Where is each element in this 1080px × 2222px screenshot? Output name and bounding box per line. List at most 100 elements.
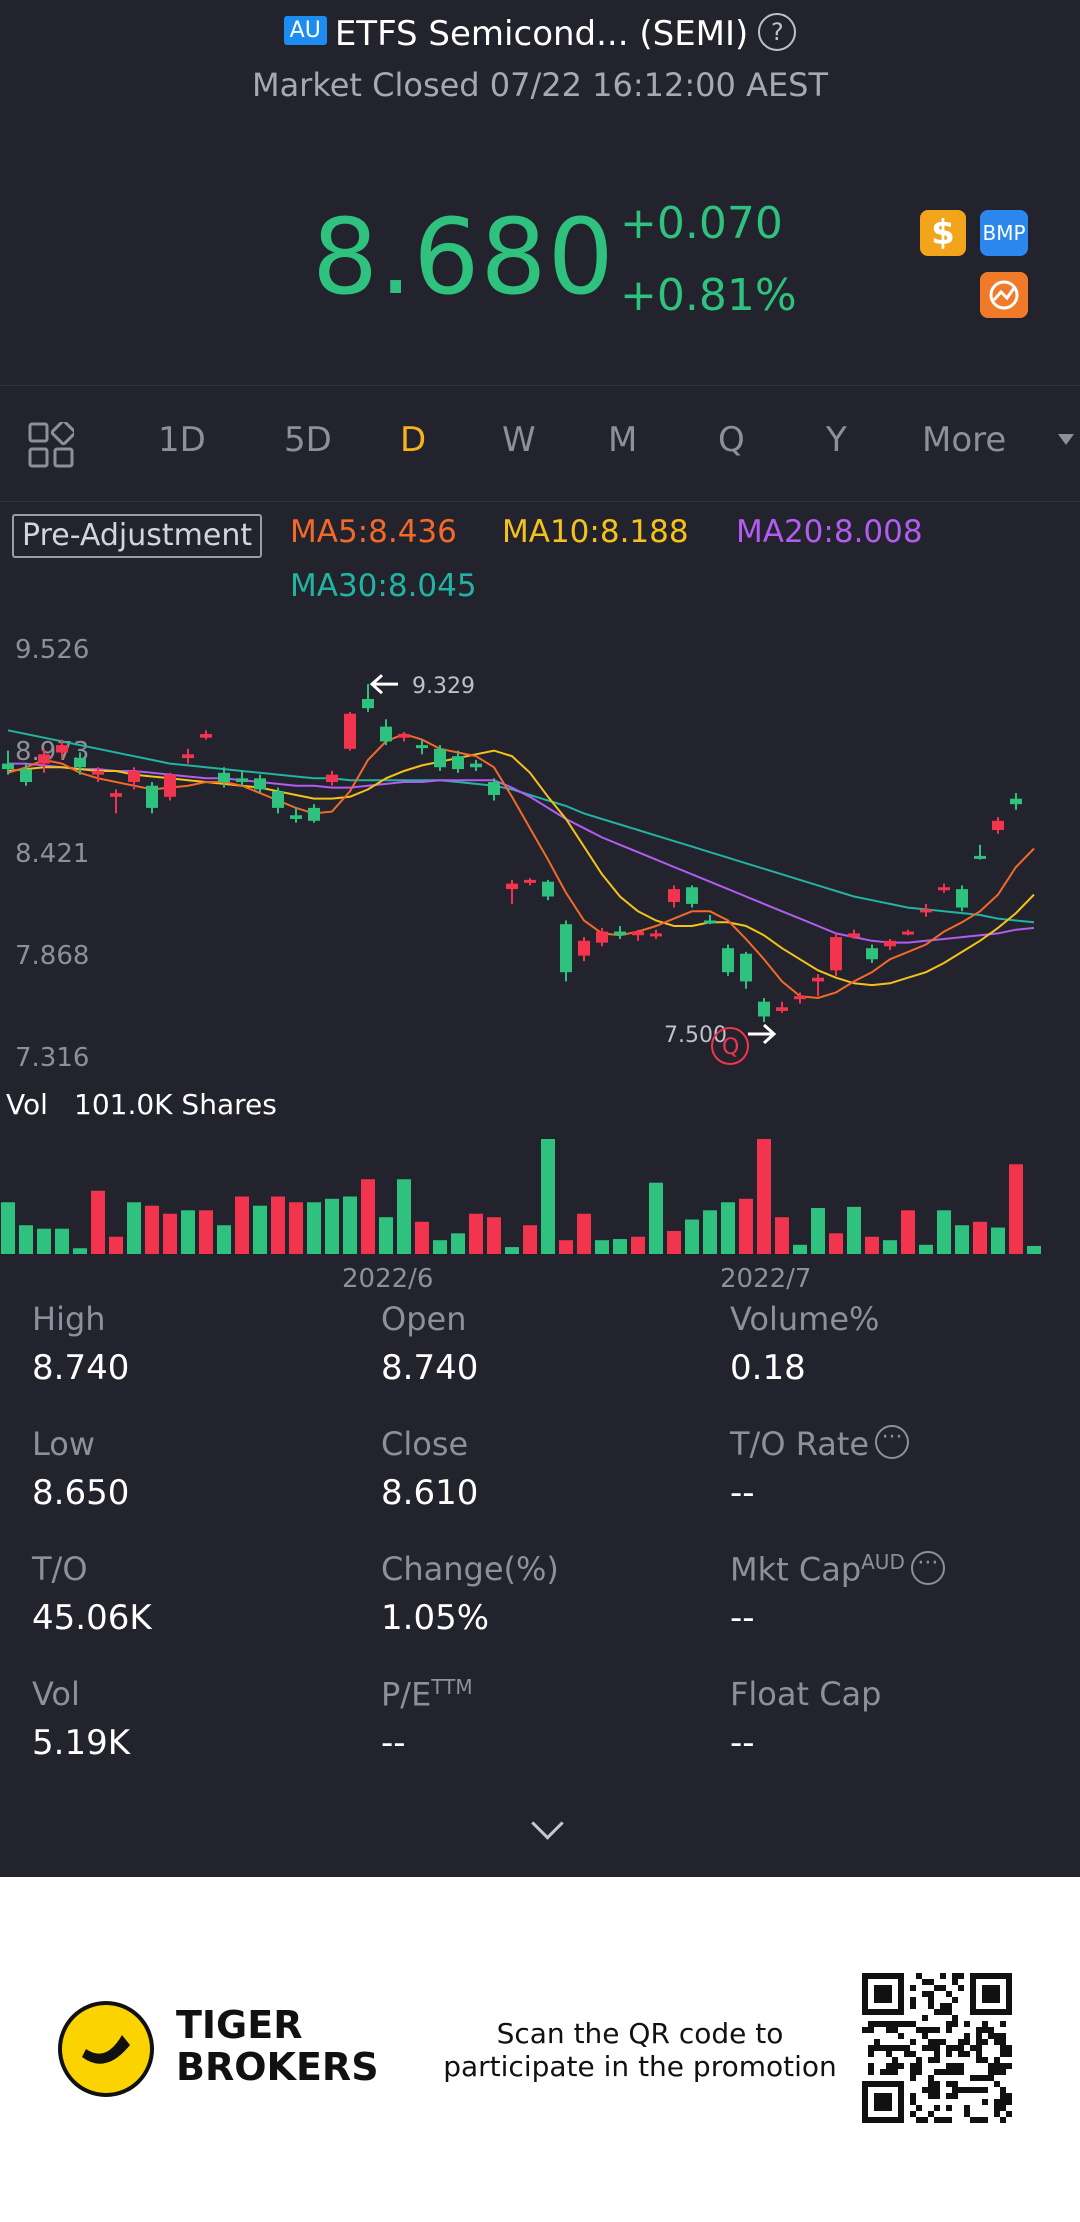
tab-5d[interactable]: 5D [284,420,332,460]
qr-module [898,2033,904,2039]
qr-module [1000,2069,1006,2075]
volume-bar [19,1225,33,1254]
qr-finder-core [982,1985,1000,2003]
candle-body [92,770,104,775]
qr-module [904,2021,910,2027]
tab-more[interactable]: More [922,420,1007,460]
qr-module [910,2111,916,2117]
candle-body [614,931,626,936]
qr-module [874,2045,880,2051]
qr-module [934,2039,940,2045]
qr-module [1006,2099,1012,2105]
more-info-icon[interactable]: ··· [910,1550,945,1585]
tab-y[interactable]: Y [826,420,847,460]
candle-body [668,889,680,903]
caret-down-icon[interactable] [1058,434,1074,445]
candle-body [182,754,194,759]
qr-module [958,1985,964,1991]
grid-layout-icon[interactable] [28,422,74,468]
qr-module [952,2093,958,2099]
stat-label: Change(%) [381,1550,559,1588]
volume-bar [397,1179,411,1254]
candle-body [56,745,68,753]
volume-bar [253,1205,267,1254]
qr-finder-core [874,2093,892,2111]
chevron-down-icon[interactable] [531,1807,564,1840]
ma20-line [8,762,1035,944]
tab-1d[interactable]: 1D [158,420,206,460]
q-marker-icon [711,1027,749,1066]
volume-bar [919,1244,933,1254]
candle-body [110,793,122,797]
ma10-label: MA10:8.188 [502,514,689,550]
margin-badge-icon[interactable] [980,272,1028,318]
adjustment-toggle[interactable]: Pre-Adjustment [12,514,263,558]
qr-module [964,2105,970,2111]
qr-module [928,2087,934,2093]
volume-bar [451,1233,465,1254]
qr-module [940,1985,946,1991]
qr-module [952,2087,958,2093]
stat-label-text: Close [381,1425,469,1463]
volume-bar [379,1217,393,1254]
candle-body [596,931,608,943]
more-info-icon[interactable]: ··· [875,1425,910,1459]
qr-module [982,2021,988,2027]
volume-bar [91,1190,105,1254]
qr-module [892,2027,898,2033]
qr-module [928,2093,934,2099]
dollar-badge-icon[interactable]: $ [920,210,966,256]
stat-label: T/O [32,1550,88,1588]
qr-module [928,2027,934,2033]
qr-module [964,2039,970,2045]
volume-label: Vol [6,1088,48,1121]
tab-w[interactable]: W [502,420,536,460]
candle-body [1010,798,1022,805]
volume-bar [937,1210,951,1254]
qr-module [958,2045,964,2051]
qr-module [976,2039,982,2045]
qr-module [922,2015,928,2021]
security-title[interactable]: ETFS Semicond... (SEMI) [334,14,749,54]
qr-module [976,2117,982,2123]
stat-label-text: Open [381,1300,467,1338]
qr-module [880,2045,886,2051]
tab-m[interactable]: M [608,420,638,460]
stat-value: 0.18 [730,1348,806,1388]
qr-module [868,2051,874,2057]
y-tick-label: 7.316 [15,1043,89,1073]
stat-label-text: High [32,1300,106,1338]
candle-body [74,758,86,768]
volume-bar [991,1227,1005,1254]
qr-module [934,2093,940,2099]
qr-module [910,2099,916,2105]
volume-value: 101.0K Shares [74,1088,277,1121]
qr-module [934,2045,940,2051]
candle-body [38,754,50,764]
qr-module [892,2021,898,2027]
volume-bar [289,1202,303,1254]
help-icon[interactable]: ? [758,12,797,51]
qr-module [910,2075,916,2081]
candle-body [794,996,806,1000]
tab-q[interactable]: Q [718,420,745,460]
qr-module [946,2027,952,2033]
price-change-percent: +0.81% [620,270,797,321]
tab-d[interactable]: D [400,420,427,460]
stat-label: High [32,1300,106,1338]
volume-bar [559,1240,573,1254]
qr-module [886,2027,892,2033]
qr-finder-core [874,1985,892,2003]
candle-body [254,778,266,790]
volume-bar [631,1236,645,1254]
candle-body [704,920,716,924]
volume-bar [37,1228,51,1254]
ma5-label: MA5:8.436 [290,514,457,550]
bmp-badge-icon[interactable]: BMP [980,210,1028,256]
qr-module [952,1973,958,1979]
qr-module [946,2051,952,2057]
candle-body [974,855,986,859]
volume-bar [1009,1164,1023,1254]
qr-module [958,2063,964,2069]
